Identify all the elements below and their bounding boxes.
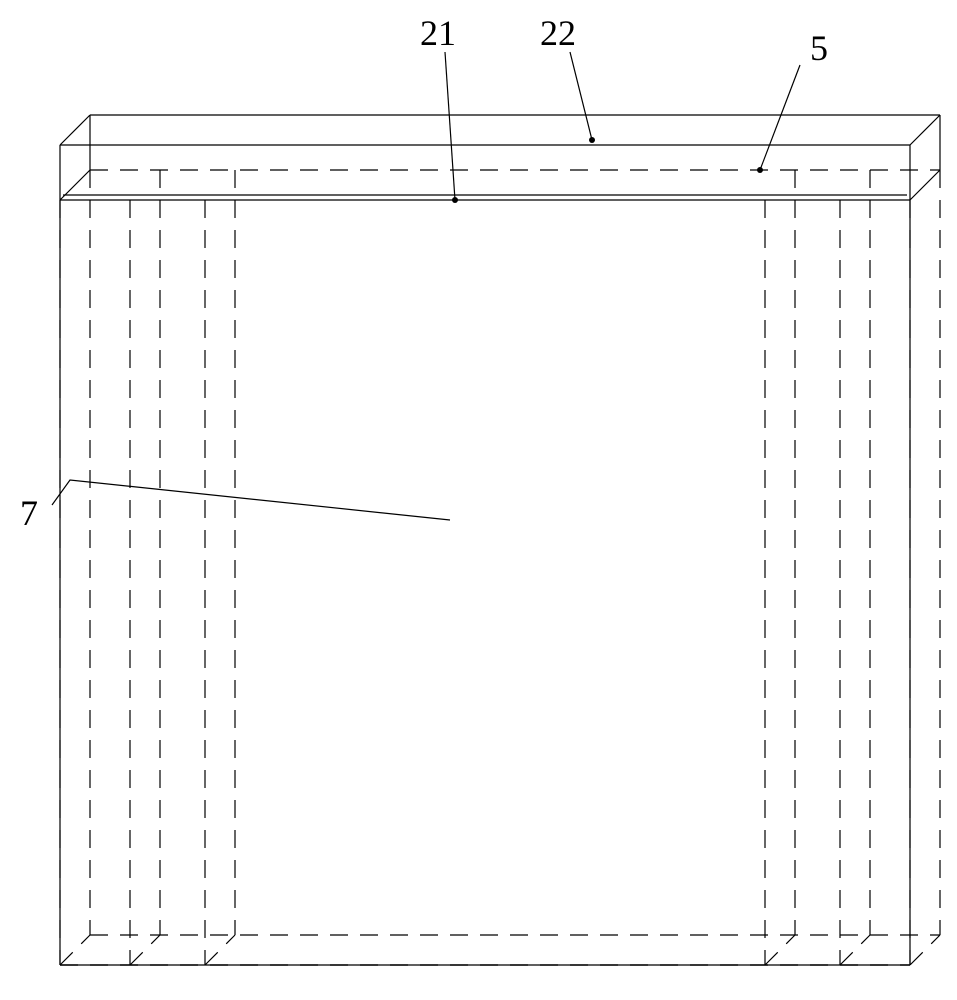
callout-label: 21 xyxy=(420,13,456,53)
callout-label: 7 xyxy=(20,493,38,533)
callout-label: 22 xyxy=(540,13,576,53)
technical-drawing: 21 22 5 7 xyxy=(0,0,957,1000)
callout-label: 5 xyxy=(810,28,828,68)
